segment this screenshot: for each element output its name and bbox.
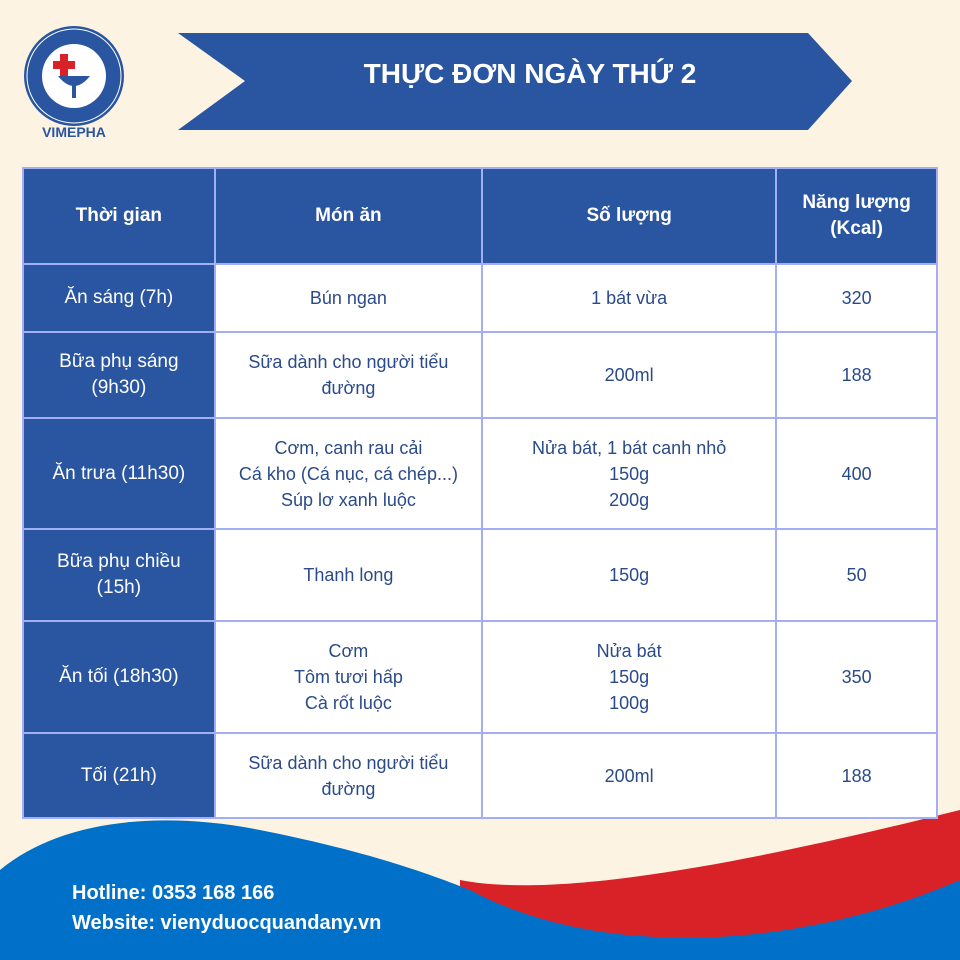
- cell-kcal: 188: [775, 732, 938, 819]
- table-header-row: Thời gian Món ăn Số lượng Năng lượng (Kc…: [22, 167, 938, 265]
- cell-kcal: 188: [775, 331, 938, 419]
- cell-amount: 150g: [481, 528, 778, 622]
- cell-time: Ăn trưa (11h30): [22, 417, 216, 530]
- cell-time: Tối (21h): [22, 732, 216, 819]
- cell-amount: Nửa bát 150g 100g: [481, 620, 778, 734]
- cell-time: Ăn tối (18h30): [22, 620, 216, 734]
- cell-time: Ăn sáng (7h): [22, 263, 216, 333]
- cell-dish: Cơm Tôm tươi hấp Cà rốt luộc: [213, 620, 484, 734]
- cell-dish: Sữa dành cho người tiểu đường: [213, 732, 484, 819]
- header-kcal: Năng lượng (Kcal): [775, 167, 938, 265]
- cell-time: Bữa phụ sáng (9h30): [22, 331, 216, 419]
- cell-amount: Nửa bát, 1 bát canh nhỏ 150g 200g: [481, 417, 778, 530]
- table-row: Ăn trưa (11h30) Cơm, canh rau cải Cá kho …: [22, 417, 938, 530]
- cell-dish: Thanh long: [213, 528, 484, 622]
- table-row: Tối (21h) Sữa dành cho người tiểu đường 20…: [22, 732, 938, 819]
- cell-kcal: 350: [775, 620, 938, 734]
- cell-kcal: 50: [775, 528, 938, 622]
- header-amount: Số lượng: [481, 167, 778, 265]
- table-row: Bữa phụ chiều (15h) Thanh long 150g 50: [22, 528, 938, 622]
- vimepha-logo: [24, 26, 124, 126]
- title-banner: [178, 33, 852, 130]
- header-dish: Món ăn: [213, 167, 484, 265]
- table-row: Ăn sáng (7h) Bún ngan 1 bát vừa 320: [22, 263, 938, 333]
- table-row: Ăn tối (18h30) Cơm Tôm tươi hấp Cà rốt lu…: [22, 620, 938, 734]
- logo-name: VIMEPHA: [42, 124, 106, 140]
- cell-amount: 1 bát vừa: [481, 263, 778, 333]
- website-link[interactable]: Website: vienyduocquandany.vn: [72, 912, 382, 934]
- cell-amount: 200ml: [481, 331, 778, 419]
- header-time: Thời gian: [22, 167, 216, 265]
- blue-wave: [0, 820, 960, 960]
- menu-table: Thời gian Món ăn Số lượng Năng lượng (Kc…: [22, 167, 938, 819]
- cell-amount: 200ml: [481, 732, 778, 819]
- cell-kcal: 400: [775, 417, 938, 530]
- cell-dish: Cơm, canh rau cải Cá kho (Cá nục, cá ché…: [213, 417, 484, 530]
- cell-time: Bữa phụ chiều (15h): [22, 528, 216, 622]
- cell-dish: Bún ngan: [213, 263, 484, 333]
- cell-kcal: 320: [775, 263, 938, 333]
- page-title: THỰC ĐƠN NGÀY THỨ 2: [363, 58, 697, 89]
- cell-dish: Sữa dành cho người tiểu đường: [213, 331, 484, 419]
- hotline: Hotline: 0353 168 166: [72, 882, 275, 904]
- table-row: Bữa phụ sáng (9h30) Sữa dành cho người ti…: [22, 331, 938, 419]
